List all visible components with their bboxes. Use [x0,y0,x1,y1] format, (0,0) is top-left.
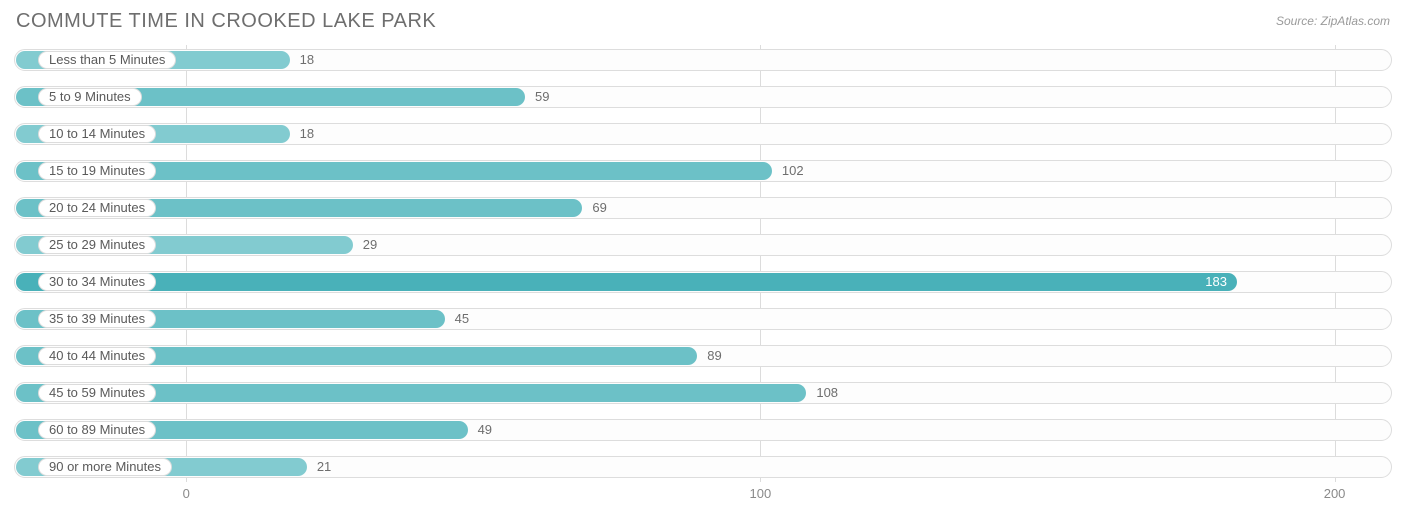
category-label: 5 to 9 Minutes [38,88,142,106]
bar-fill [16,273,1237,291]
bar-row: 40 to 44 Minutes 89 [14,341,1392,371]
value-label: 18 [300,125,314,143]
bar-row: 20 to 24 Minutes 69 [14,193,1392,223]
bar-row: 45 to 59 Minutes 108 [14,378,1392,408]
bar-row: 10 to 14 Minutes 18 [14,119,1392,149]
value-label: 18 [300,51,314,69]
bar-row: 90 or more Minutes 21 [14,452,1392,482]
source-prefix: Source: [1276,14,1321,28]
category-label: Less than 5 Minutes [38,51,176,69]
category-label: 45 to 59 Minutes [38,384,156,402]
x-tick-label: 0 [183,486,190,501]
x-tick-label: 100 [750,486,772,501]
category-label: 10 to 14 Minutes [38,125,156,143]
category-label: 90 or more Minutes [38,458,172,476]
bar-row: 15 to 19 Minutes 102 [14,156,1392,186]
value-label: 102 [782,162,804,180]
category-label: 25 to 29 Minutes [38,236,156,254]
value-label: 183 [1205,273,1227,291]
category-label: 60 to 89 Minutes [38,421,156,439]
chart-source: Source: ZipAtlas.com [1276,14,1390,28]
value-label: 49 [478,421,492,439]
chart-container: COMMUTE TIME IN CROOKED LAKE PARK Source… [0,0,1406,524]
category-label: 30 to 34 Minutes [38,273,156,291]
value-label: 45 [455,310,469,328]
value-label: 89 [707,347,721,365]
value-label: 69 [592,199,606,217]
source-name: ZipAtlas.com [1321,14,1390,28]
category-label: 40 to 44 Minutes [38,347,156,365]
bar-row: 35 to 39 Minutes 45 [14,304,1392,334]
x-axis: 0 100 200 [14,484,1392,508]
value-label: 29 [363,236,377,254]
bar-row: 5 to 9 Minutes 59 [14,82,1392,112]
value-label: 21 [317,458,331,476]
category-label: 15 to 19 Minutes [38,162,156,180]
chart-title: COMMUTE TIME IN CROOKED LAKE PARK [16,10,436,33]
bar-row: 30 to 34 Minutes 183 [14,267,1392,297]
bar-row: 25 to 29 Minutes 29 [14,230,1392,260]
bar-row: Less than 5 Minutes 18 [14,45,1392,75]
x-tick-label: 200 [1324,486,1346,501]
category-label: 35 to 39 Minutes [38,310,156,328]
bar-row: 60 to 89 Minutes 49 [14,415,1392,445]
value-label: 108 [816,384,838,402]
category-label: 20 to 24 Minutes [38,199,156,217]
chart-plot-area: Less than 5 Minutes 18 5 to 9 Minutes 59 10 … [14,45,1392,482]
value-label: 59 [535,88,549,106]
chart-header: COMMUTE TIME IN CROOKED LAKE PARK Source… [14,10,1392,33]
